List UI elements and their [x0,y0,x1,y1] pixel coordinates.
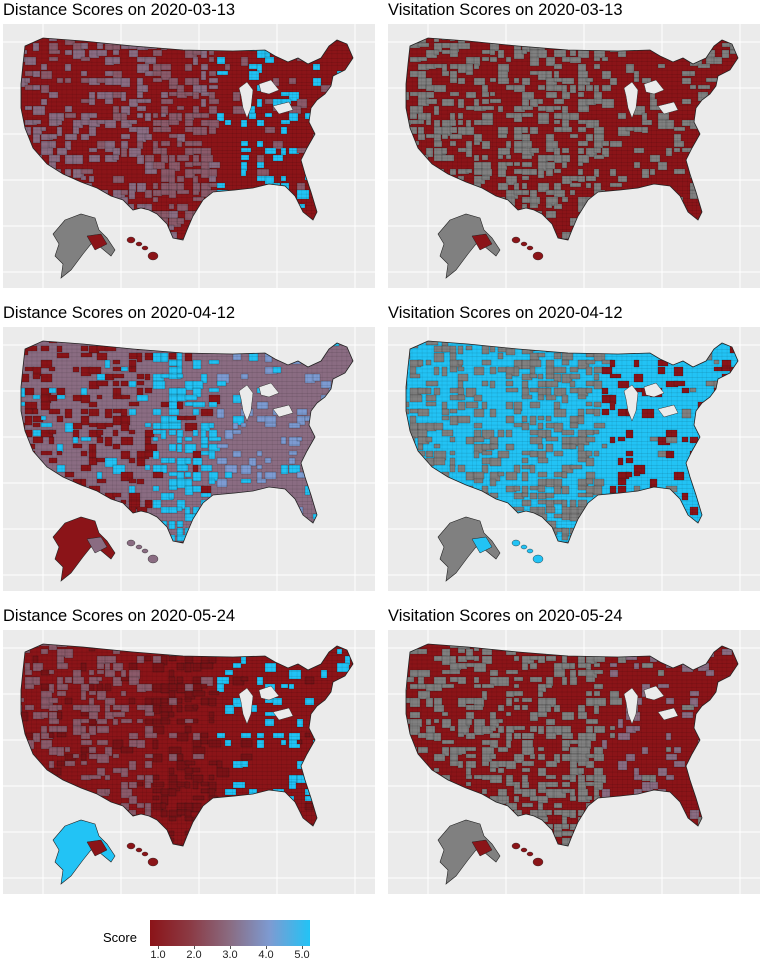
hawaii-island [511,236,521,244]
alaska-region [86,839,108,857]
great-lakes [238,685,294,725]
map-visitation-0313 [388,24,760,288]
us-outline [405,340,739,544]
hawaii-island [526,548,534,554]
panel-distance-0313: Distance Scores on 2020-03-13 [0,0,380,300]
hawaii-island [532,857,544,867]
great-lakes [623,382,679,422]
hawaii-island [511,539,521,547]
hawaii-island [126,539,136,547]
map-distance-0524 [3,630,375,894]
alaska-region [471,839,493,857]
legend-label: 2.0 [186,949,202,961]
panel-visitation-0412: Visitation Scores on 2020-04-12 [385,303,765,603]
score-legend: Score 1.0 2.0 3.0 4.0 5.0 [100,918,320,961]
hawaii-island [147,554,159,564]
hawaii-island [526,245,534,251]
alaska-region [86,233,108,251]
hawaii-island [532,554,544,564]
hawaii-island [520,241,528,247]
hawaii-island [520,847,528,853]
alaska [437,213,501,279]
map-visitation-0412 [388,327,760,591]
us-outline [20,340,354,544]
legend-tick [266,946,267,949]
great-lakes [238,382,294,422]
legend-tick [158,946,159,949]
legend-tick [302,946,303,949]
panel-title: Visitation Scores on 2020-05-24 [388,607,623,625]
legend-label: 3.0 [222,949,238,961]
panel-title: Visitation Scores on 2020-04-12 [388,304,623,322]
hawaii-island [135,544,143,550]
panel-title: Visitation Scores on 2020-03-13 [388,1,623,19]
us-outline [20,643,354,847]
hawaii-island [135,847,143,853]
hawaii-island [126,842,136,850]
alaska [52,213,116,279]
hawaii-island [147,857,159,867]
county-mosaic [406,38,738,240]
legend-label: 4.0 [258,949,274,961]
panel-title: Distance Scores on 2020-04-12 [3,304,236,322]
great-lakes [623,79,679,119]
hawaii-island [511,842,521,850]
map-visitation-0524 [388,630,760,894]
hawaii-island [141,245,149,251]
us-outline [405,643,739,847]
hawaii-island [147,251,159,261]
panel-distance-0524: Distance Scores on 2020-05-24 [0,606,380,906]
alaska [52,516,116,582]
alaska-region [86,536,108,554]
great-lakes [238,79,294,119]
legend-tick [230,946,231,949]
hawaii-island [141,851,149,857]
alaska [437,819,501,885]
panel-title: Distance Scores on 2020-05-24 [3,607,236,625]
hawaii-island [520,544,528,550]
alaska-region [471,536,493,554]
alaska-region [471,233,493,251]
legend-title: Score [103,930,137,945]
alaska [52,819,116,885]
legend-colorbar [150,920,310,946]
hawaii-island [126,236,136,244]
panel-title: Distance Scores on 2020-03-13 [3,1,236,19]
legend-label: 5.0 [294,949,310,961]
hawaii-island [532,251,544,261]
great-lakes [623,685,679,725]
panel-visitation-0313: Visitation Scores on 2020-03-13 [385,0,765,300]
us-outline [405,37,739,241]
alaska [437,516,501,582]
legend-tick [194,946,195,949]
map-distance-0313 [3,24,375,288]
hawaii-island [526,851,534,857]
us-outline [20,37,354,241]
hawaii-island [135,241,143,247]
map-distance-0412 [3,327,375,591]
panel-visitation-0524: Visitation Scores on 2020-05-24 [385,606,765,906]
panel-distance-0412: Distance Scores on 2020-04-12 [0,303,380,603]
legend-label: 1.0 [150,949,166,961]
hawaii-island [141,548,149,554]
